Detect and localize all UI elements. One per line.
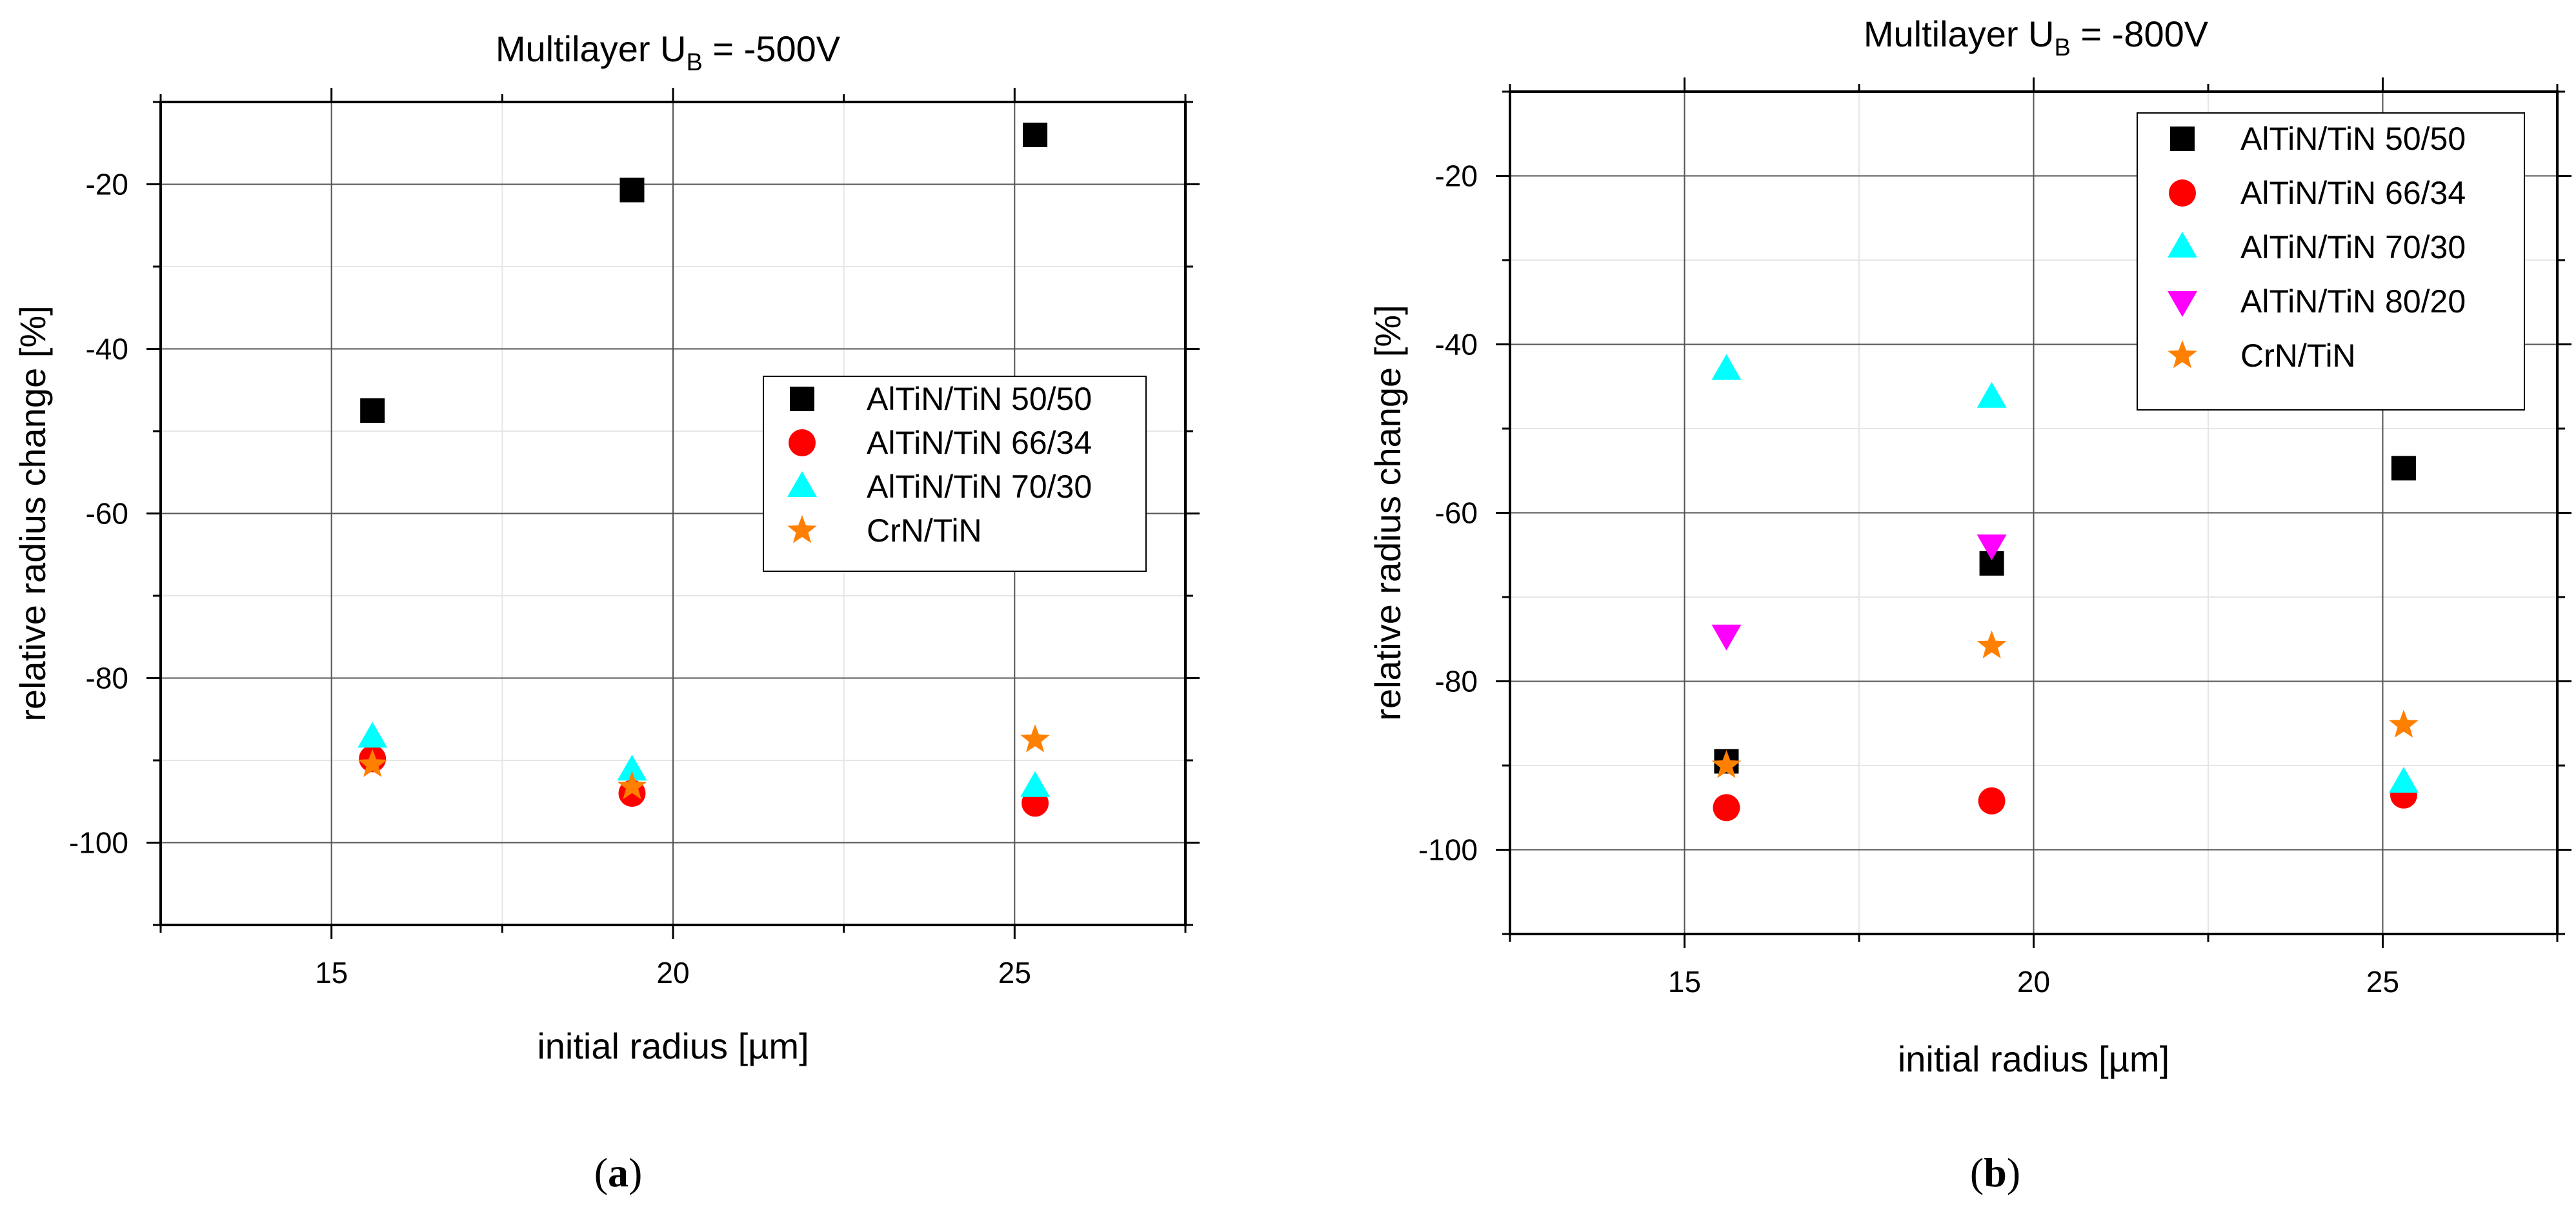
x-tick-label: 25: [998, 956, 1031, 990]
panel-caption: (a): [594, 1150, 643, 1195]
x-tick-label: 20: [656, 956, 689, 990]
data-point: [2388, 767, 2419, 793]
chart-title-subscript: B: [2055, 34, 2071, 61]
data-point: [1711, 750, 1742, 778]
y-tick-label: -100: [69, 826, 128, 860]
y-tick-label: -20: [1435, 159, 1478, 193]
series-altin-tin-70-30: [357, 722, 1051, 797]
chart-title-rest: = -800V: [2071, 14, 2209, 54]
y-tick-label: -80: [1435, 665, 1478, 698]
chart-panel-b: 15 20 25 -20 -40 -60 -80 -100 Multilayer UB = -8…: [1367, 14, 2571, 1195]
x-axis-label: initial radius [µm]: [1898, 1039, 2169, 1079]
data-point: [1713, 794, 1740, 822]
data-point: [360, 398, 385, 423]
chart-title-main: Multilayer U: [496, 28, 687, 69]
legend-box: [2137, 112, 2525, 411]
panel-caption: (b): [1970, 1150, 2020, 1195]
data-point: [619, 178, 645, 203]
legend-marker: [2170, 127, 2195, 151]
legend-marker: [787, 515, 817, 543]
legend-label: AlTiN/TiN 66/34: [2240, 175, 2466, 211]
chart-title: Multilayer UB = -800V: [1864, 14, 2209, 61]
legend-marker: [2168, 340, 2197, 369]
y-tick-label: -20: [86, 168, 128, 201]
y-tick-label: -40: [86, 332, 128, 366]
legend-marker: [2169, 179, 2196, 207]
legend-label: CrN/TiN: [2240, 338, 2356, 374]
x-tick-label: 25: [2366, 965, 2399, 999]
data-point: [357, 749, 387, 777]
data-point: [1020, 724, 1050, 753]
chart-title: Multilayer UB = -500V: [496, 28, 841, 76]
chart-title-rest: = -500V: [703, 28, 841, 69]
legend-label: AlTiN/TiN 50/50: [867, 381, 1092, 417]
data-point: [2389, 709, 2419, 738]
data-point: [1977, 381, 2007, 408]
legend-label: AlTiN/TiN 80/20: [2240, 283, 2466, 320]
data-point: [1023, 123, 1048, 147]
y-axis-label: relative radius change [%]: [1367, 305, 1408, 720]
data-point: [2391, 456, 2416, 481]
data-point: [1977, 534, 2007, 561]
x-axis-label: initial radius [µm]: [537, 1026, 809, 1066]
y-tick-label: -60: [1435, 496, 1478, 530]
chart-title-main: Multilayer U: [1864, 14, 2055, 54]
data-point: [1711, 354, 1742, 380]
series-altin-tin-50-50: [360, 123, 1048, 423]
series-crn-tin: [1711, 630, 2419, 778]
legend-marker: [789, 429, 816, 456]
legend-marker: [2168, 232, 2197, 258]
series-crn-tin: [357, 724, 1050, 800]
legend-label: AlTiN/TiN 66/34: [867, 425, 1092, 461]
data-point: [617, 771, 647, 800]
y-tick-label: -60: [86, 497, 128, 531]
legend-label: AlTiN/TiN 70/30: [867, 469, 1092, 505]
y-tick-label: -40: [1435, 328, 1478, 361]
legend: AlTiN/TiN 50/50 AlTiN/TiN 66/34 AlTiN/TiN …: [763, 376, 1147, 572]
y-tick-label: -80: [86, 662, 128, 695]
y-tick-label: -100: [1418, 833, 1478, 867]
y-axis-label: relative radius change [%]: [12, 305, 53, 721]
series-altin-tin-80-20: [1711, 534, 2007, 651]
data-point: [1711, 624, 1742, 651]
chart-title-subscript: B: [687, 49, 703, 76]
legend-marker: [790, 387, 814, 411]
legend-box: [763, 376, 1147, 572]
data-point: [357, 722, 388, 748]
panel-caption-letter: b: [1984, 1150, 2007, 1195]
x-tick-label: 15: [315, 956, 348, 990]
legend-label: AlTiN/TiN 70/30: [2240, 229, 2466, 265]
x-tick-label: 20: [2017, 965, 2050, 999]
chart-panel-a: 15 20 25 -20 -40 -60 -80 -100 Multilayer UB = -5…: [12, 28, 1200, 1195]
series-altin-tin-70-30: [1711, 354, 2419, 793]
panel-caption-letter: a: [608, 1150, 629, 1195]
legend-marker: [2168, 291, 2197, 317]
data-point: [1977, 630, 2007, 659]
data-point: [1978, 787, 2006, 815]
legend-label: AlTiN/TiN 50/50: [2240, 121, 2466, 157]
legend-marker: [787, 471, 817, 497]
x-tick-label: 15: [1668, 965, 1701, 999]
legend: AlTiN/TiN 50/50 AlTiN/TiN 66/34 AlTiN/TiN …: [2137, 112, 2525, 411]
data-point: [617, 755, 647, 781]
data-point: [1020, 771, 1051, 797]
legend-label: CrN/TiN: [867, 513, 982, 549]
